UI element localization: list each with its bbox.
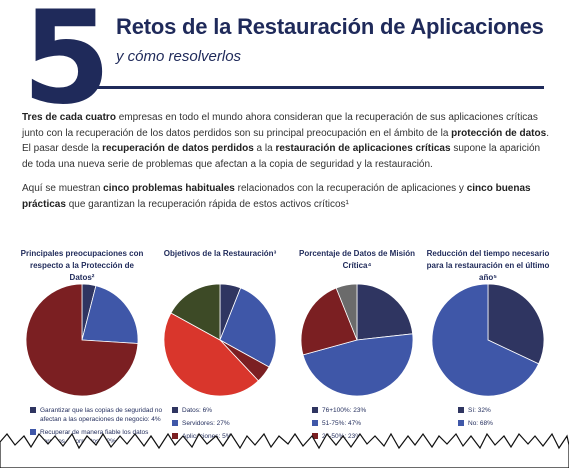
legend-label: Datos: 6% (182, 407, 212, 414)
legend-label: Servidores: 27% (182, 420, 230, 427)
p2-run-4: que garantizan la recuperación rápida de… (65, 198, 349, 210)
legend-item: Sí: 32% (458, 406, 568, 415)
chart-1-pie (25, 283, 139, 397)
p1-run-0: Tres de cada cuatro (22, 112, 116, 123)
chart-4-slice-1 (487, 283, 545, 365)
torn-edge (0, 432, 569, 468)
chart-3-slice-4 (335, 283, 358, 341)
chart-4-title: Reducción del tiempo necesario para la r… (426, 249, 550, 282)
chart-4-slice-2 (431, 283, 540, 397)
legend-swatch (312, 420, 318, 426)
chart-2-slice-2 (219, 287, 277, 368)
legend-item: 51-75%: 47% (312, 419, 422, 428)
legend-label: 76+100%: 23% (322, 407, 367, 414)
legend-label: Recuperar de manera fiable los datos per… (40, 429, 149, 445)
p1-run-3: . El pasar desde la (22, 127, 549, 155)
p2-run-3: cinco buenas prácticas (22, 183, 531, 210)
legend-label: Sí: 32% (468, 407, 491, 414)
chart-1-slice-2 (81, 285, 139, 344)
chart-4-legend: Sí: 32% No: 68% (458, 406, 568, 432)
legend-label: Garantizar que las copias de seguridad n… (40, 407, 163, 423)
intro-paragraph-2: Aquí se muestran cinco problemas habitua… (22, 181, 552, 212)
p1-run-1: empresas en todo el mundo ahora consider… (22, 112, 538, 139)
chart-3-pie (300, 283, 414, 397)
chart-3-slice-1 (356, 283, 414, 341)
legend-item: No: 68% (458, 419, 568, 428)
legend-swatch (172, 433, 178, 439)
title-rule (96, 86, 544, 89)
chart-4-pie (431, 283, 545, 397)
legend-label: 51-75%: 47% (322, 420, 362, 427)
legend-item: Aplicaciones: 5% (172, 432, 282, 441)
legend-label: Aplicaciones: 5% (182, 433, 232, 440)
p1-run-5: a la (253, 143, 276, 154)
chart-3-slice-2 (302, 333, 414, 397)
p2-run-2: relacionados con la recuperación de apli… (234, 183, 467, 194)
legend-item: 76+100%: 23% (312, 406, 422, 415)
chart-1-title: Principales preocupaciones con respecto … (20, 249, 144, 282)
p2-run-0: Aquí se muestran (22, 183, 104, 194)
legend-swatch (312, 433, 318, 439)
legend-item: Recuperar de manera fiable los datos per… (30, 428, 168, 446)
legend-swatch (172, 407, 178, 413)
p2-run-1: cinco problemas habituales (103, 183, 235, 194)
chart-2-slice-5 (170, 283, 221, 341)
chart-2-title: Objetivos de la Restauración³ (163, 249, 277, 258)
chart-3-slice-3 (300, 287, 358, 356)
p1-run-4: recuperación de datos perdidos (102, 143, 254, 154)
legend-label: No: 68% (468, 420, 493, 427)
legend-item: Garantizar que las copias de seguridad n… (30, 406, 168, 424)
legend-swatch (172, 420, 178, 426)
legend-swatch (30, 407, 36, 413)
legend-item: Datos: 6% (172, 406, 282, 415)
page-title: Retos de la Restauración de Aplicaciones (116, 14, 544, 39)
p1-run-6: restauración de aplicaciones críticas (275, 143, 451, 154)
section-number: 5 (22, 0, 111, 133)
intro-paragraph-1: Tres de cada cuatro empresas en todo el … (22, 110, 552, 172)
page-subtitle: y cómo resolverlos (116, 48, 242, 65)
legend-swatch (458, 407, 464, 413)
p1-run-7: supone la aparición de toda una nueva se… (22, 143, 541, 170)
chart-1-legend: Garantizar que las copias de seguridad n… (30, 406, 168, 450)
p1-run-2: protección de datos (451, 127, 547, 139)
legend-item: 26-50%: 23% (312, 432, 422, 441)
chart-2-pie (163, 283, 277, 397)
chart-2-slice-4 (163, 312, 259, 397)
chart-1-slice-3 (25, 283, 139, 397)
legend-swatch (312, 407, 318, 413)
chart-3-title: Porcentaje de Datos de Misión Crítica⁴ (298, 249, 416, 270)
legend-swatch (30, 429, 36, 435)
legend-swatch (458, 420, 464, 426)
legend-item: Servidores: 27% (172, 419, 282, 428)
legend-label: 26-50%: 23% (322, 433, 362, 440)
